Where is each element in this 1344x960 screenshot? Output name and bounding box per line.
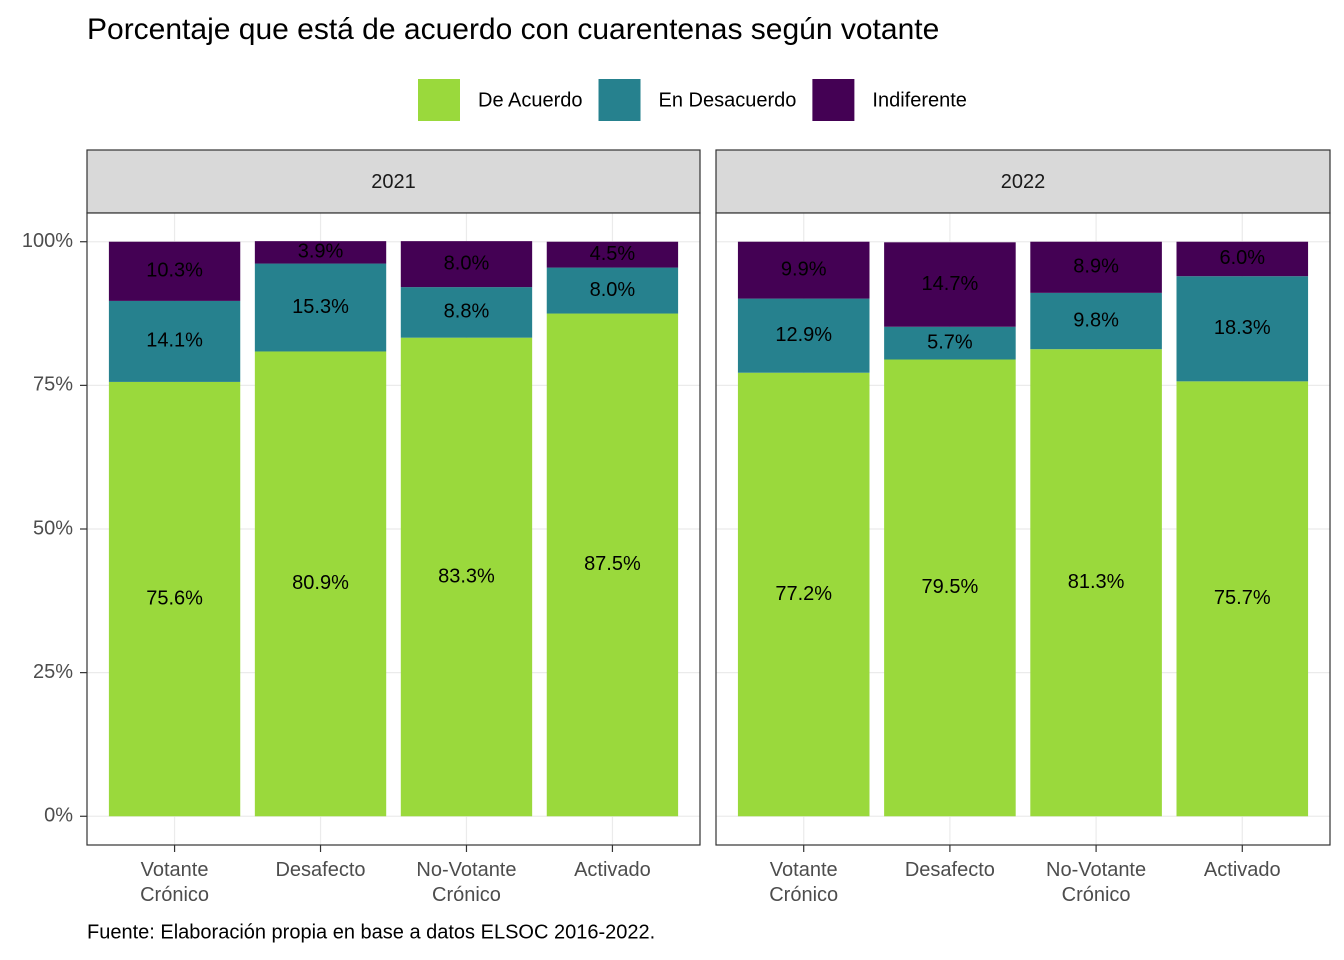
panel-border bbox=[715, 212, 1331, 846]
legend-key bbox=[418, 79, 460, 121]
data-label: 80.9% bbox=[292, 572, 349, 594]
x-tick-label: No-Votante Crónico bbox=[416, 859, 517, 906]
data-label: 14.7% bbox=[922, 273, 979, 295]
caption: Fuente: Elaboración propia en base a dat… bbox=[87, 921, 655, 943]
data-label: 15.3% bbox=[292, 296, 349, 318]
y-tick-label: 75% bbox=[33, 374, 73, 396]
data-label: 12.9% bbox=[775, 324, 832, 346]
x-tick-label: Desafecto bbox=[275, 859, 366, 881]
bar-segment bbox=[546, 313, 679, 817]
data-label: 8.8% bbox=[444, 301, 490, 323]
bar-segment bbox=[546, 267, 679, 314]
y-tick-label: 100% bbox=[22, 230, 73, 252]
data-label: 75.6% bbox=[146, 587, 203, 609]
bar-segment bbox=[254, 241, 387, 264]
data-label: 18.3% bbox=[1214, 317, 1271, 339]
bar-segment bbox=[108, 300, 241, 382]
y-tick-label: 0% bbox=[44, 805, 73, 827]
bar-segment bbox=[1030, 349, 1162, 817]
data-label: 81.3% bbox=[1068, 571, 1125, 593]
bar-segment bbox=[884, 326, 1016, 360]
legend-key bbox=[812, 79, 855, 121]
data-label: 83.3% bbox=[438, 565, 495, 587]
data-label: 9.8% bbox=[1073, 309, 1119, 331]
data-label: 6.0% bbox=[1219, 247, 1265, 269]
data-label: 75.7% bbox=[1214, 587, 1271, 609]
y-tick-label: 50% bbox=[33, 517, 73, 539]
legend-key bbox=[598, 79, 641, 121]
bar-segment bbox=[737, 241, 870, 299]
data-label: 10.3% bbox=[146, 260, 203, 282]
data-label: 5.7% bbox=[927, 331, 973, 353]
bar-segment bbox=[108, 381, 241, 817]
bar-segment bbox=[1030, 241, 1162, 293]
bar-segment bbox=[884, 242, 1016, 327]
data-label: 3.9% bbox=[298, 241, 344, 263]
strip bbox=[86, 149, 701, 214]
bar-segment bbox=[1176, 381, 1309, 817]
bar-segment bbox=[400, 241, 533, 288]
bar-segment bbox=[737, 372, 870, 817]
chart-title: Porcentaje que está de acuerdo con cuare… bbox=[87, 13, 939, 46]
data-label: 77.2% bbox=[775, 583, 832, 605]
bar-segment bbox=[400, 337, 533, 817]
strip-label: 2021 bbox=[371, 171, 416, 193]
x-tick-label: Votante Crónico bbox=[769, 859, 839, 906]
legend-label: Indiferente bbox=[872, 89, 967, 111]
bar-segment bbox=[884, 359, 1016, 817]
strip bbox=[715, 149, 1331, 214]
legend-label: En Desacuerdo bbox=[659, 89, 797, 111]
bar-segment bbox=[400, 287, 533, 338]
data-label: 14.1% bbox=[146, 330, 203, 352]
bar-segment bbox=[1176, 241, 1309, 277]
y-tick-label: 25% bbox=[33, 661, 73, 683]
bar-segment bbox=[1030, 292, 1162, 350]
bar-segment bbox=[1176, 276, 1309, 382]
legend-label: De Acuerdo bbox=[478, 89, 583, 111]
x-tick-label: Activado bbox=[1203, 859, 1281, 881]
data-label: 8.0% bbox=[590, 279, 636, 301]
data-label: 8.9% bbox=[1073, 256, 1119, 278]
x-tick-label: Votante Crónico bbox=[140, 859, 210, 906]
data-label: 79.5% bbox=[922, 576, 979, 598]
data-label: 4.5% bbox=[590, 243, 636, 265]
x-tick-label: No-Votante Crónico bbox=[1046, 859, 1147, 906]
panel-border bbox=[86, 212, 701, 846]
bar-segment bbox=[108, 241, 241, 301]
bar-segment bbox=[254, 351, 387, 817]
bar-segment bbox=[254, 263, 387, 352]
data-label: 9.9% bbox=[781, 258, 827, 280]
bar-segment bbox=[546, 241, 679, 268]
x-tick-label: Activado bbox=[574, 859, 651, 881]
data-label: 87.5% bbox=[584, 553, 641, 575]
x-tick-label: Desafecto bbox=[904, 859, 995, 881]
data-label: 8.0% bbox=[444, 252, 490, 274]
bar-segment bbox=[737, 298, 870, 373]
strip-label: 2022 bbox=[1001, 171, 1046, 193]
